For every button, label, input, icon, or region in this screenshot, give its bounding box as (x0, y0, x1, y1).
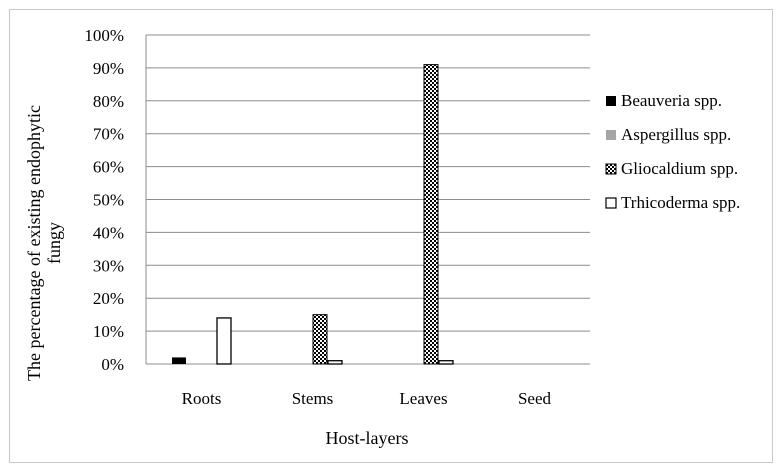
bar (327, 360, 343, 365)
legend-label: Gliocaldium spp. (621, 159, 738, 178)
x-tick-label: Roots (182, 389, 222, 408)
legend-swatch (606, 130, 616, 140)
legend-swatch (605, 163, 617, 175)
x-tick-labels: Roots Stems Leaves Seed (182, 389, 552, 408)
y-axis-title-line2: fungy (44, 222, 64, 264)
legend-swatch (606, 96, 616, 106)
y-axis-title: The percentage of existing endophytic fu… (24, 105, 64, 381)
y-tick-label: 90% (93, 59, 124, 78)
y-tick-label: 10% (93, 322, 124, 341)
legend: Beauveria spp. Aspergillus spp. Gliocaldiu… (605, 91, 740, 212)
chart-frame (9, 9, 773, 463)
bar (312, 314, 328, 365)
bars (172, 64, 454, 365)
legend-label: Aspergillus spp. (621, 125, 731, 144)
x-axis-title: Host-layers (326, 428, 409, 448)
x-tick-label: Seed (518, 389, 552, 408)
y-tick-label: 100% (84, 26, 124, 45)
y-tick-label: 70% (93, 125, 124, 144)
y-tick-label: 50% (93, 191, 124, 210)
bar (438, 360, 454, 365)
legend-label: Beauveria spp. (621, 91, 722, 110)
y-tick-label: 60% (93, 158, 124, 177)
x-tick-label: Leaves (399, 389, 447, 408)
y-tick-label: 0% (101, 355, 124, 374)
gridlines (145, 34, 590, 365)
legend-swatch (605, 197, 617, 209)
legend-label: Trhicoderma spp. (621, 193, 740, 212)
bar (423, 64, 439, 365)
x-tick-label: Stems (292, 389, 334, 408)
y-axis-title-line1: The percentage of existing endophytic (24, 105, 44, 381)
y-tick-label: 20% (93, 289, 124, 308)
y-tick-label: 30% (93, 256, 124, 275)
bar (216, 317, 232, 365)
bar (172, 357, 186, 364)
y-tick-labels: 0% 10% 20% 30% 40% 50% 60% 70% 80% 90% 100% (84, 26, 124, 374)
y-tick-label: 80% (93, 92, 124, 111)
y-tick-label: 40% (93, 223, 124, 242)
